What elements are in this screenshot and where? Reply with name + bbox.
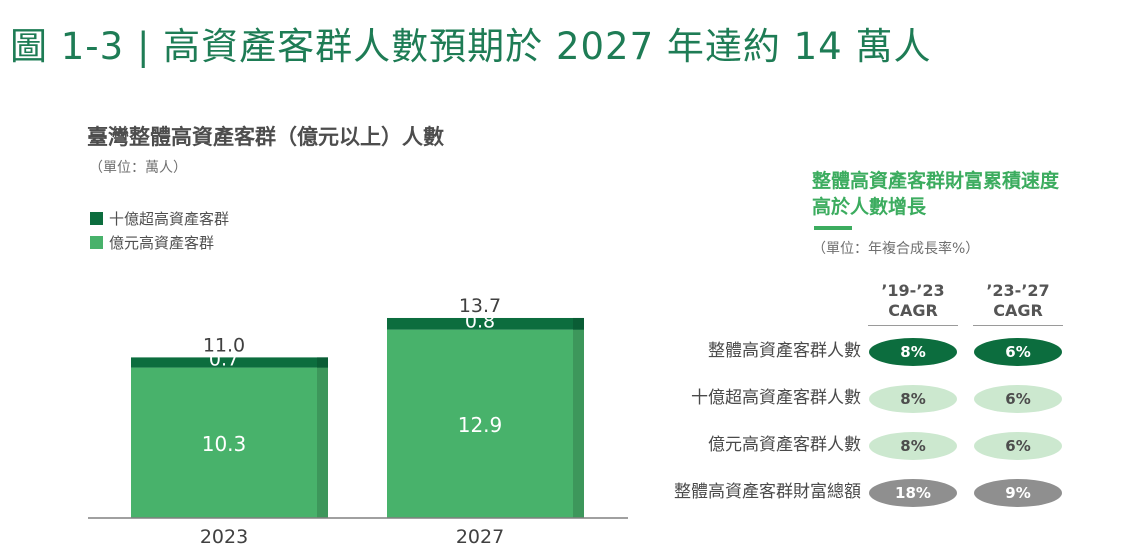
row-label-hundred-million-population: 億元高資產客群人數 (708, 435, 861, 455)
bar-billion-2023 (131, 357, 328, 368)
bar-shade-billion-2027 (573, 317, 584, 330)
pill-total-wealth-23-27: 9% (974, 479, 1062, 507)
column-period-23-27: ’23-’27 (986, 281, 1050, 300)
column-header-19-23: ’19-’23 CAGR (868, 281, 958, 326)
page-title: 圖 1-3 | 高資產客群人數預期於 2027 年達約 14 萬人 (10, 25, 932, 68)
column-header-23-27: ’23-’27 CAGR (973, 281, 1063, 326)
cagr-panel-title-line-1: 整體高資產客群財富累積速度 (812, 170, 1060, 192)
legend-item-hundred-million: 億元高資產客群 (90, 230, 229, 254)
pill-total-population-19-23: 8% (869, 338, 957, 366)
chart-unit: （單位：萬人） (89, 160, 187, 176)
column-label-19-23: CAGR (888, 301, 938, 320)
row-label-total-population: 整體高資產客群人數 (708, 341, 861, 361)
bar-hundred-million-2027 (387, 329, 584, 518)
cagr-panel-unit: （單位：年複合成長率%） (812, 241, 980, 257)
legend-swatch-billion (90, 211, 103, 225)
data-label-billion-2023: 0.7 (209, 349, 239, 371)
pill-hundred-million-population-23-27: 6% (974, 432, 1062, 460)
pill-hundred-million-population-19-23: 8% (869, 432, 957, 460)
x-tick-label-2027: 2027 (456, 526, 504, 548)
legend-label-billion: 十億超高資產客群 (109, 209, 230, 228)
row-label-total-wealth: 整體高資產客群財富總額 (674, 482, 861, 502)
stacked-bar-chart: 10.3 0.711.0 2023 12.9 0.813.7 2027 (88, 295, 628, 548)
chart-title: 臺灣整體高資產客群（億元以上）人數 (87, 125, 444, 149)
column-period-19-23: ’19-’23 (881, 281, 945, 300)
bar-shade-billion-2023 (317, 357, 328, 368)
data-label-hundred-million-2023: 10.3 (202, 432, 247, 456)
title-accent-line (814, 226, 852, 230)
column-label-23-27: CAGR (993, 301, 1043, 320)
pill-total-population-23-27: 6% (974, 338, 1062, 366)
x-tick-label-2023: 2023 (200, 526, 248, 548)
pill-total-wealth-19-23: 18% (869, 479, 957, 507)
bar-shade-hundred-million-2027 (573, 329, 584, 518)
bar-billion-2027 (387, 317, 584, 330)
total-label-2027: 13.7 (459, 295, 501, 317)
row-label-billion-population: 十億超高資產客群人數 (691, 388, 861, 408)
legend-label-hundred-million: 億元高資產客群 (109, 233, 215, 252)
legend-item-billion: 十億超高資產客群 (90, 206, 229, 230)
total-label-2023: 11.0 (203, 334, 245, 356)
legend-swatch-hundred-million (90, 235, 103, 249)
bar-hundred-million-2023 (131, 367, 328, 518)
pill-billion-population-23-27: 6% (974, 385, 1062, 413)
cagr-panel-title-line-2: 高於人數增長 (812, 196, 927, 218)
pill-billion-population-19-23: 8% (869, 385, 957, 413)
chart-legend: 十億超高資產客群 億元高資產客群 (90, 206, 229, 254)
bar-shade-hundred-million-2023 (317, 367, 328, 518)
cagr-panel-title: 整體高資產客群財富累積速度 高於人數增長 (812, 168, 1059, 220)
data-label-billion-2027: 0.8 (465, 311, 495, 333)
data-label-hundred-million-2027: 12.9 (458, 413, 503, 437)
